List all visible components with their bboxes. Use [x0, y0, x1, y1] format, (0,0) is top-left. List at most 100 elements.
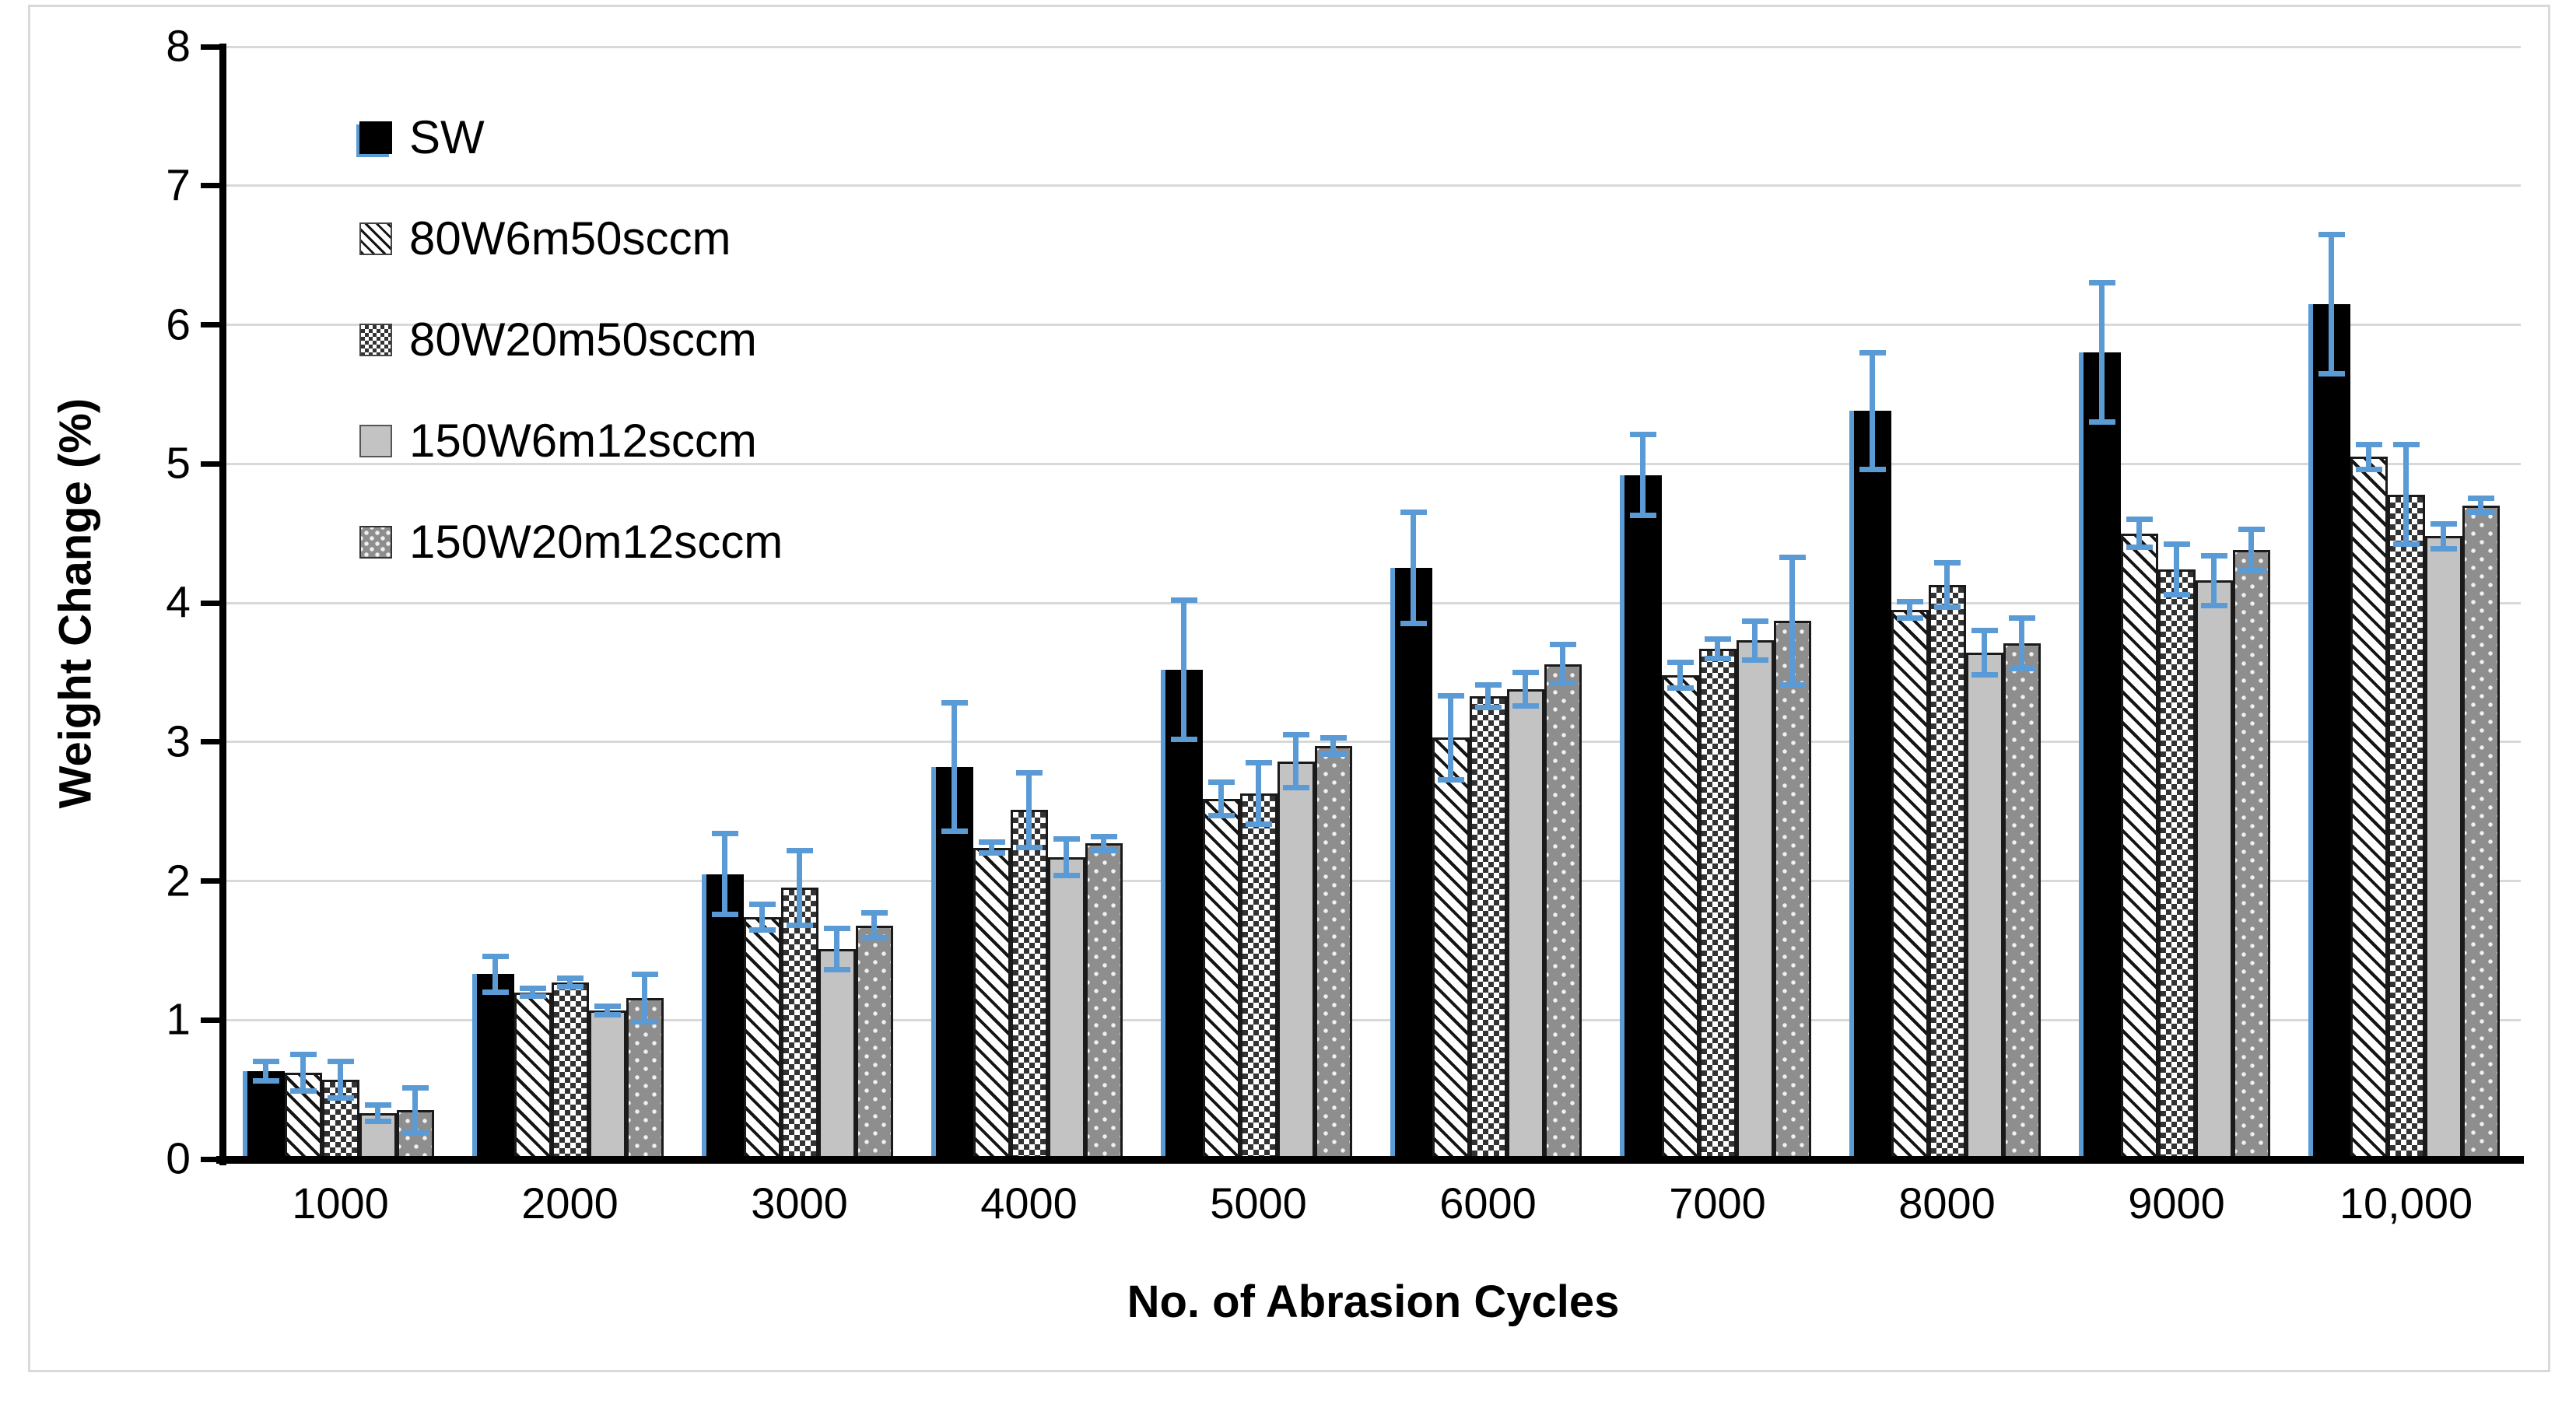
- bar-SW-5000: [1165, 669, 1203, 1159]
- error-bar-cap: [2355, 466, 2382, 472]
- error-bar-cap: [1704, 636, 1731, 642]
- error-bar-cap: [1933, 559, 1961, 566]
- error-bar-cap: [1282, 732, 1309, 738]
- y-tick-label: 2: [166, 856, 191, 905]
- legend-label: 150W6m12sccm: [409, 415, 757, 467]
- error-bar: [722, 833, 727, 915]
- error-bar: [1330, 737, 1336, 755]
- error-bar-cap: [1320, 734, 1347, 741]
- y-axis-tick: [201, 878, 221, 884]
- y-axis-tick: [201, 1017, 221, 1023]
- error-bar-cap: [1320, 751, 1347, 758]
- error-bar: [1677, 662, 1683, 688]
- error-bar-cap: [1400, 621, 1427, 627]
- x-tick-label: 4000: [980, 1179, 1078, 1228]
- error-bar-cap: [2008, 615, 2035, 622]
- legend-item-150W20m12sccm: 150W20m12sccm: [359, 492, 783, 593]
- error-bar-cap: [2392, 541, 2420, 548]
- error-bar-cap: [2126, 517, 2153, 523]
- error-bar-cap: [1474, 704, 1502, 710]
- error-bar-cap: [860, 935, 888, 941]
- x-tick-label: 7000: [1669, 1179, 1766, 1228]
- error-bar: [2441, 524, 2446, 549]
- y-tick-label: 5: [166, 438, 191, 489]
- y-axis-tick: [201, 44, 221, 50]
- bar-80W20m50sccm-7000: [1698, 648, 1737, 1159]
- y-tick-label: 6: [166, 299, 191, 349]
- error-bar: [1181, 600, 1186, 740]
- error-bar-cap: [823, 967, 850, 973]
- gridline: [226, 880, 2521, 882]
- error-bar-cap: [2238, 568, 2265, 574]
- error-bar-cap: [1512, 669, 1539, 675]
- bar-80W6m50sccm-10,000: [2350, 457, 2388, 1159]
- x-tick-label: 9000: [2128, 1179, 2225, 1228]
- bar-80W6m50sccm-6000: [1432, 737, 1470, 1159]
- x-tick-label: 6000: [1439, 1179, 1537, 1228]
- error-bar-cap: [2126, 545, 2153, 550]
- error-bar-cap: [1245, 821, 1272, 827]
- error-bar-cap: [1474, 681, 1502, 688]
- error-bar: [1715, 639, 1720, 659]
- error-bar-cap: [1859, 349, 1886, 356]
- error-bar: [2248, 529, 2254, 571]
- bar-80W6m50sccm-3000: [743, 916, 781, 1159]
- error-bar: [605, 1006, 610, 1015]
- bar-150W20m12sccm-3000: [855, 925, 893, 1159]
- error-bar: [797, 850, 802, 926]
- bar-150W20m12sccm-5000: [1314, 746, 1352, 1159]
- gridline: [226, 324, 2521, 326]
- error-bar: [2478, 498, 2483, 513]
- chart-legend: SW 80W6m50sccm 80W20m50sccm 150W6m12sccm 150…: [359, 87, 783, 593]
- legend-swatch-icon: [359, 526, 392, 559]
- y-tick-label: 7: [166, 160, 191, 211]
- bar-80W6m50sccm-4000: [973, 847, 1011, 1159]
- error-bar-cap: [289, 1088, 317, 1094]
- error-bar-cap: [1090, 847, 1117, 853]
- error-bar: [989, 842, 994, 853]
- x-tick-label: 10,000: [2339, 1179, 2473, 1228]
- error-bar: [1944, 562, 1950, 608]
- x-tick-label: 3000: [751, 1179, 848, 1228]
- error-bar-cap: [1933, 604, 1961, 610]
- error-bar: [338, 1061, 343, 1098]
- y-axis-line: [219, 44, 226, 1165]
- error-bar-cap: [941, 828, 968, 834]
- error-bar-cap: [1512, 702, 1539, 709]
- error-bar: [642, 974, 647, 1022]
- bar-80W20m50sccm-9000: [2157, 569, 2196, 1159]
- bar-150W6m12sccm-4000: [1047, 857, 1085, 1159]
- bar-SW-6000: [1394, 568, 1432, 1159]
- error-bar-cap: [1090, 833, 1117, 839]
- error-bar-cap: [941, 700, 968, 706]
- error-bar-cap: [711, 911, 738, 917]
- gridline: [226, 45, 2521, 48]
- bar-80W6m50sccm-5000: [1202, 799, 1240, 1159]
- error-bar: [1026, 772, 1032, 848]
- error-bar-cap: [748, 902, 776, 908]
- bar-80W20m50sccm-10,000: [2387, 494, 2425, 1159]
- error-bar-cap: [2163, 541, 2190, 548]
- error-bar-cap: [2318, 231, 2345, 237]
- gridline: [226, 741, 2521, 744]
- error-bar-cap: [2318, 370, 2345, 377]
- gridline: [226, 601, 2521, 604]
- error-bar: [1907, 601, 1912, 618]
- error-bar-cap: [252, 1059, 279, 1065]
- error-bar: [2099, 282, 2105, 422]
- bar-SW-7000: [1624, 475, 1662, 1159]
- error-bar-cap: [2238, 526, 2265, 532]
- bar-150W6m12sccm-5000: [1277, 761, 1315, 1159]
- error-bar-cap: [1629, 432, 1656, 438]
- y-tick-label: 8: [166, 21, 191, 72]
- error-bar-cap: [748, 926, 776, 933]
- error-bar-cap: [401, 1085, 429, 1091]
- bar-150W20m12sccm-7000: [1773, 621, 1811, 1159]
- error-bar-cap: [1437, 776, 1464, 783]
- legend-label: 80W20m50sccm: [409, 313, 757, 366]
- error-bar: [1523, 672, 1528, 706]
- error-bar-cap: [364, 1119, 391, 1125]
- bar-150W20m12sccm-6000: [1544, 664, 1582, 1159]
- error-bar: [2174, 544, 2179, 595]
